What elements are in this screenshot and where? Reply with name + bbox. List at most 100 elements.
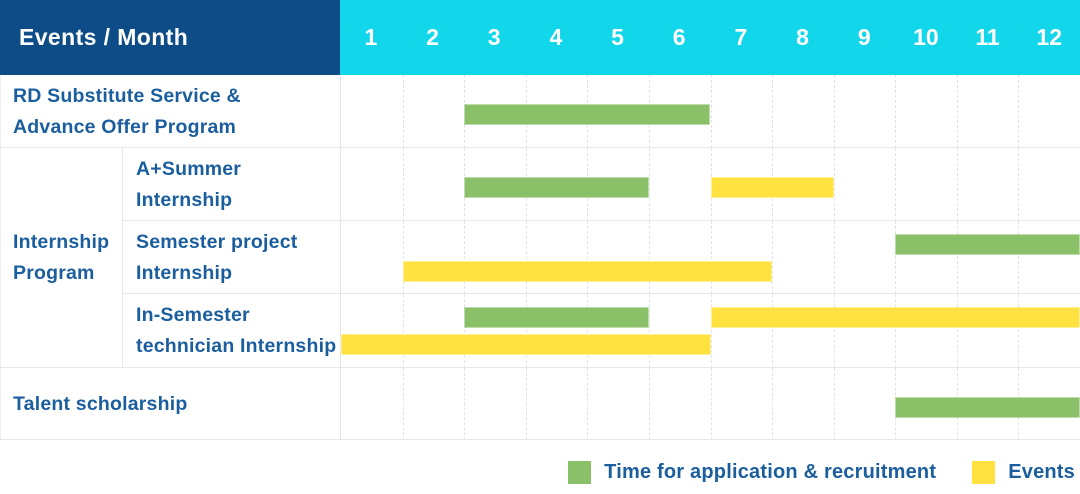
row-label-line: In-Semester [136, 304, 250, 326]
month-header-4: 4 [549, 24, 563, 50]
month-gridline [772, 75, 774, 148]
green-bar [464, 177, 649, 198]
row-divider [0, 367, 1080, 368]
row-label: RD Substitute Service & Advance Offer Pro… [0, 75, 340, 148]
yellow-legend-swatch [972, 460, 996, 484]
month-gridline [710, 221, 712, 294]
row-divider [123, 220, 1080, 221]
row-label-line: Internship [136, 188, 233, 211]
month-gridline [1018, 294, 1020, 368]
month-gridline [895, 75, 897, 148]
month-header-11: 11 [975, 24, 1000, 50]
row-chart-area [340, 221, 1080, 294]
month-gridline [587, 221, 589, 294]
green-legend-swatch [568, 460, 592, 484]
month-gridline [402, 75, 404, 148]
yellow-bar [402, 261, 773, 282]
month-gridline [833, 221, 835, 294]
month-gridline [895, 221, 897, 294]
row-chart-area [340, 75, 1080, 148]
month-gridline [648, 294, 650, 368]
legend: Time for application & recruitment Events [0, 452, 1075, 492]
month-gridline [956, 75, 958, 148]
legend-label: Time for application & recruitment [604, 460, 937, 483]
month-header-10: 10 [913, 24, 939, 50]
row-label-line: A+Summer [136, 157, 242, 180]
month-gridline [525, 294, 527, 368]
month-gridline [648, 368, 650, 440]
row-label: Semester project Internship [123, 221, 340, 294]
row-chart-area [340, 368, 1080, 440]
month-gridline [648, 221, 650, 294]
month-header-1: 1 [364, 24, 378, 50]
row-label-line: Internship [136, 261, 233, 284]
legend-item-time-for-application-recruitment: Time for application & recruitment [568, 460, 937, 484]
month-header-7: 7 [734, 24, 748, 50]
month-gridline [402, 221, 404, 294]
row-chart-area [340, 148, 1080, 221]
row-label-line: Talent scholarship [13, 392, 188, 415]
row-rd-substitute-service-advance-offer-program: RD Substitute Service & Advance Offer Pro… [0, 75, 1080, 148]
month-gridline [710, 294, 712, 368]
month-gridline [1018, 221, 1020, 294]
green-bar [895, 397, 1080, 418]
row-label-line: RD Substitute Service & [13, 84, 241, 107]
month-header-12: 12 [1036, 24, 1063, 50]
table-header-title: Events / Month [0, 0, 340, 75]
row-divider [0, 439, 1080, 440]
row-talent-scholarship: Talent scholarship [0, 368, 1080, 440]
month-header-2: 2 [426, 24, 439, 50]
month-gridline [956, 221, 958, 294]
month-gridline [956, 294, 958, 368]
month-header-8: 8 [796, 24, 809, 50]
yellow-bar [341, 334, 711, 355]
row-semester-project-internship: Semester project Internship [0, 221, 1080, 294]
row-label: A+Summer Internship [123, 148, 340, 221]
month-gridline [833, 294, 835, 368]
month-gridline [772, 368, 774, 440]
month-gridline [464, 294, 466, 368]
row-divider [0, 147, 1080, 148]
row-in-semester-technician-internship: In-Semester technician Internship [0, 294, 1080, 368]
row-label-line: Advance Offer Program [13, 115, 237, 138]
month-gridline [402, 368, 404, 440]
month-gridline [895, 294, 897, 368]
month-gridline [772, 221, 774, 294]
yellow-bar [710, 177, 834, 198]
month-gridline [710, 75, 712, 148]
month-gridline [402, 148, 404, 221]
month-gridline [525, 368, 527, 440]
month-gridline [587, 294, 589, 368]
month-gridline [833, 148, 835, 221]
green-bar [464, 307, 649, 328]
month-header-3: 3 [487, 24, 501, 50]
month-header-5: 5 [611, 24, 624, 50]
month-header-6: 6 [672, 24, 686, 50]
month-gridline [1018, 75, 1020, 148]
month-gridline [833, 368, 835, 440]
green-bar [464, 104, 711, 125]
month-header-row: 1 2 3 4 5 6 7 8 9 10 11 12 [340, 0, 1080, 75]
month-gridline [525, 221, 527, 294]
month-gridline [833, 75, 835, 148]
row-a-summer-internship: A+Summer Internship [0, 148, 1080, 221]
header-row: Events / Month 1 2 3 4 5 6 7 8 9 10 11 12 [0, 0, 1080, 75]
month-gridline [464, 368, 466, 440]
month-header-9: 9 [857, 24, 871, 50]
month-gridline [587, 368, 589, 440]
month-gridline [772, 294, 774, 368]
row-chart-area [340, 294, 1080, 368]
month-gridline [710, 368, 712, 440]
month-gridline [648, 148, 650, 221]
green-bar [895, 234, 1080, 255]
legend-item-events: Events [972, 460, 1075, 484]
legend-label: Events [1008, 460, 1075, 483]
month-gridline [956, 148, 958, 221]
gantt-body: RD Substitute Service & Advance Offer Pro… [0, 75, 1080, 440]
row-label: In-Semester technician Internship [123, 294, 340, 368]
month-gridline [1018, 148, 1020, 221]
month-gridline [402, 294, 404, 368]
group-label-line: Internship [13, 231, 110, 253]
group-cell-internship-program: Internship Program [0, 148, 123, 368]
